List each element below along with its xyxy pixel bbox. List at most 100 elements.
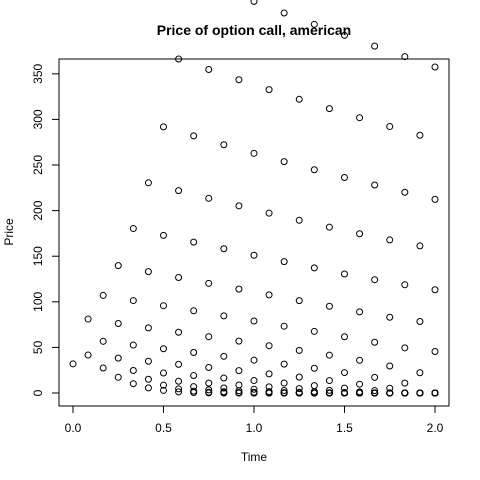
data-point — [220, 141, 228, 149]
data-point — [340, 388, 348, 396]
data-point — [386, 362, 394, 370]
data-point — [356, 114, 364, 122]
data-point — [144, 324, 152, 332]
data-point — [371, 389, 379, 397]
data-point — [416, 131, 424, 139]
data-point — [175, 377, 183, 385]
data-point — [99, 337, 107, 345]
data-point — [220, 245, 228, 253]
data-point — [371, 181, 379, 189]
data-point — [220, 352, 228, 360]
data-point — [431, 286, 439, 294]
data-point — [295, 346, 303, 354]
data-point — [280, 9, 288, 17]
data-point — [129, 380, 137, 388]
data-point — [175, 388, 183, 396]
data-point — [386, 123, 394, 131]
data-point — [401, 344, 409, 352]
data-point — [114, 319, 122, 327]
data-point — [129, 225, 137, 233]
data-point — [371, 387, 379, 395]
y-tick-label: 150 — [31, 246, 45, 266]
data-point — [69, 360, 77, 368]
x-tick-label: 1.5 — [336, 421, 353, 435]
data-point — [84, 315, 92, 323]
data-point — [295, 385, 303, 393]
data-point — [295, 95, 303, 103]
data-point — [114, 373, 122, 381]
data-point — [325, 105, 333, 113]
data-point — [310, 327, 318, 335]
data-point — [265, 209, 273, 217]
data-point — [205, 388, 213, 396]
data-point — [144, 179, 152, 187]
data-point — [235, 381, 243, 389]
data-point — [265, 342, 273, 350]
data-point — [340, 384, 348, 392]
data-point — [250, 377, 258, 385]
data-point — [356, 308, 364, 316]
data-point — [401, 281, 409, 289]
data-point — [280, 322, 288, 330]
x-axis-label: Time — [241, 450, 268, 464]
data-point — [295, 216, 303, 224]
data-point — [190, 132, 198, 140]
data-point — [205, 333, 213, 341]
y-tick-label: 350 — [31, 63, 45, 83]
data-point — [220, 388, 228, 396]
data-point — [310, 20, 318, 28]
data-point — [356, 380, 364, 388]
data-point — [205, 279, 213, 287]
data-point — [265, 370, 273, 378]
data-point — [235, 202, 243, 210]
data-point — [386, 236, 394, 244]
data-point — [235, 367, 243, 375]
data-point — [310, 166, 318, 174]
data-point — [416, 317, 424, 325]
data-point — [159, 345, 167, 353]
data-point — [190, 383, 198, 391]
data-point — [340, 31, 348, 39]
data-point — [159, 386, 167, 394]
data-point — [416, 369, 424, 377]
data-point — [431, 347, 439, 355]
x-tick-label: 0.5 — [155, 421, 172, 435]
data-point — [280, 258, 288, 266]
data-point — [84, 351, 92, 359]
y-tick-label: 50 — [31, 340, 45, 354]
data-point — [325, 377, 333, 385]
data-point — [356, 388, 364, 396]
data-point — [325, 223, 333, 231]
data-point — [99, 291, 107, 299]
data-point — [190, 387, 198, 395]
data-point — [280, 158, 288, 166]
data-point — [114, 262, 122, 270]
data-point — [371, 373, 379, 381]
data-point — [235, 337, 243, 345]
data-point — [401, 389, 409, 397]
chart-title: Price of option call, american — [157, 22, 352, 38]
data-point — [340, 369, 348, 377]
data-point — [310, 264, 318, 272]
data-point — [416, 242, 424, 250]
data-point — [190, 349, 198, 357]
data-point — [431, 389, 439, 397]
data-point — [280, 379, 288, 387]
data-point — [325, 302, 333, 310]
data-point — [250, 356, 258, 364]
y-axis-label: Price — [2, 218, 16, 246]
data-point — [129, 367, 137, 375]
data-point — [386, 384, 394, 392]
data-point — [416, 389, 424, 397]
y-tick-label: 0 — [31, 389, 45, 396]
data-point — [386, 313, 394, 321]
y-tick-label: 250 — [31, 155, 45, 175]
data-point — [190, 238, 198, 246]
data-point — [159, 302, 167, 310]
x-tick-label: 0.0 — [65, 421, 82, 435]
data-point — [114, 354, 122, 362]
data-point — [159, 381, 167, 389]
data-point — [144, 384, 152, 392]
data-point — [220, 374, 228, 382]
data-point — [144, 357, 152, 365]
